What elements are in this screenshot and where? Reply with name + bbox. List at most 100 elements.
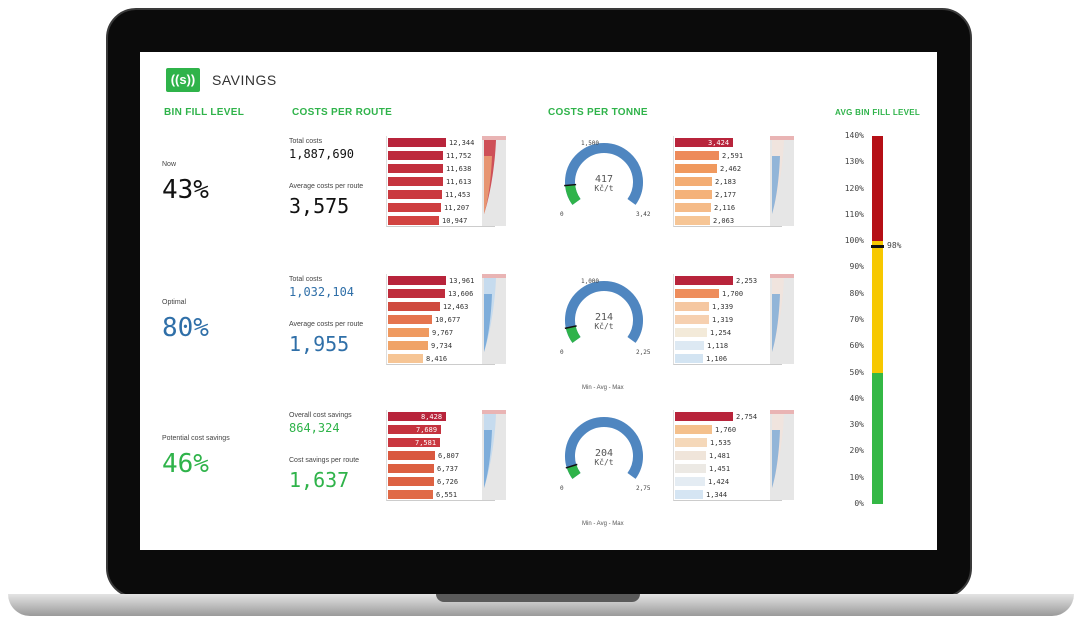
gauge-marker <box>564 183 577 187</box>
tonne-bar[interactable] <box>675 216 710 225</box>
route-cost-bar-chart: 8,428 7,689 7,581 6,807 6,737 6,726 6,551 <box>386 410 495 501</box>
scroll-handle[interactable] <box>482 410 506 414</box>
gauge-tick-label: 0% <box>854 499 864 508</box>
tonne-bar[interactable] <box>675 177 712 186</box>
tonne-bar-label: 2,754 <box>736 413 758 421</box>
app-title: SAVINGS <box>212 72 277 88</box>
tonne-bar[interactable] <box>675 490 703 499</box>
tonne-bar[interactable] <box>675 438 707 447</box>
gauge-tick-label: 20% <box>849 446 864 456</box>
section-costs-per-tonne: COSTS PER TONNE <box>548 107 648 118</box>
tonne-bar[interactable] <box>675 302 709 311</box>
route-bar-label: 12,344 <box>449 139 475 147</box>
route-bar[interactable] <box>388 425 441 434</box>
route-bar[interactable] <box>388 477 434 486</box>
route-bar-label: 9,734 <box>431 342 453 350</box>
route-bar[interactable] <box>388 328 429 337</box>
tonne-bar[interactable] <box>675 289 719 298</box>
route-bar[interactable] <box>388 138 446 147</box>
route-scroll-preview[interactable] <box>482 274 506 364</box>
tonne-bar[interactable] <box>675 425 712 434</box>
tonne-bar-label: 1,118 <box>707 342 729 350</box>
kpi-primary-label: Total costs <box>289 276 323 283</box>
gauge-tick-label: 50% <box>849 367 864 377</box>
tonne-bar[interactable] <box>675 151 719 160</box>
gauge-top-label: 1,500 <box>581 140 599 147</box>
tonne-bar[interactable] <box>675 477 705 486</box>
route-bar[interactable] <box>388 203 441 212</box>
route-bar-label: 13,961 <box>449 277 475 285</box>
route-bar-label: 11,207 <box>444 204 470 212</box>
kpi-secondary-label: Average costs per route <box>289 321 364 328</box>
fill-level-label: Potential cost savings <box>162 435 230 442</box>
tonne-bar-label: 2,177 <box>715 191 737 199</box>
route-bar[interactable] <box>388 276 446 285</box>
tonne-bar-label: 1,319 <box>712 316 734 324</box>
tonne-bar[interactable] <box>675 412 733 421</box>
tonne-bar-label: 1,700 <box>722 290 744 298</box>
route-bar[interactable] <box>388 216 439 225</box>
tonne-bar[interactable] <box>675 341 704 350</box>
scroll-handle[interactable] <box>770 410 794 414</box>
route-scroll-preview[interactable] <box>482 136 506 226</box>
tonne-bar[interactable] <box>675 190 712 199</box>
kpi-secondary-label: Average costs per route <box>289 183 364 190</box>
route-bar[interactable] <box>388 451 435 460</box>
tonne-bar-label: 1,254 <box>710 329 732 337</box>
route-bar[interactable] <box>388 341 428 350</box>
route-bar[interactable] <box>388 190 442 199</box>
gauge-track <box>565 281 643 343</box>
route-bar[interactable] <box>388 315 432 324</box>
route-bar[interactable] <box>388 464 434 473</box>
tonne-bar[interactable] <box>675 354 703 363</box>
fill-level-value: 46% <box>162 449 209 479</box>
route-bar[interactable] <box>388 177 443 186</box>
tonne-bar[interactable] <box>675 315 709 324</box>
route-bar[interactable] <box>388 289 445 298</box>
tonne-bar-label: 1,451 <box>709 465 731 473</box>
gauge-tick-label: 120% <box>844 183 864 193</box>
route-bar[interactable] <box>388 354 423 363</box>
route-bar-label: 12,463 <box>443 303 469 311</box>
scroll-handle[interactable] <box>770 136 794 140</box>
kpi-secondary-value: 1,637 <box>289 468 350 492</box>
route-bar[interactable] <box>388 151 443 160</box>
tonne-bar[interactable] <box>675 138 733 147</box>
tonne-bar[interactable] <box>675 328 707 337</box>
tonne-bar[interactable] <box>675 451 706 460</box>
tonne-bar[interactable] <box>675 276 733 285</box>
tonne-scroll-preview[interactable] <box>770 136 794 226</box>
gauge-tick-label: 100% <box>844 236 864 246</box>
route-bar-label: 11,638 <box>446 165 472 173</box>
tonne-scroll-preview[interactable] <box>770 410 794 500</box>
route-bar-label: 7,689 <box>416 426 438 434</box>
route-bar[interactable] <box>388 438 440 447</box>
gauge-zone-red <box>872 136 883 242</box>
scroll-handle[interactable] <box>482 136 506 140</box>
kpi-secondary-label: Cost savings per route <box>289 457 360 464</box>
gauge-tick-label: 10% <box>849 472 864 482</box>
gauge-track <box>565 143 643 205</box>
gauge-value: 214 <box>595 312 613 323</box>
gauge-unit: Kč/t <box>594 321 613 331</box>
scroll-handle[interactable] <box>770 274 794 278</box>
gauge-value: 417 <box>595 174 613 185</box>
tonne-bar[interactable] <box>675 464 706 473</box>
route-bar-label: 13,606 <box>448 290 474 298</box>
tonne-bar-label: 1,760 <box>715 426 737 434</box>
gauge-zone-yellow <box>872 241 883 373</box>
gauge-tick-label: 30% <box>849 420 864 430</box>
route-bar[interactable] <box>388 164 443 173</box>
scroll-handle[interactable] <box>482 274 506 278</box>
route-bar[interactable] <box>388 490 433 499</box>
gauge-tick-label: 70% <box>849 315 864 324</box>
tonne-bar[interactable] <box>675 203 711 212</box>
tonne-scroll-preview[interactable] <box>770 274 794 364</box>
route-bar[interactable] <box>388 302 440 311</box>
tonne-bar[interactable] <box>675 164 717 173</box>
route-scroll-preview[interactable] <box>482 410 506 500</box>
route-bar[interactable] <box>388 412 446 421</box>
kpi-primary-value: 1,887,690 <box>289 147 355 161</box>
route-bar-label: 6,807 <box>438 452 460 460</box>
